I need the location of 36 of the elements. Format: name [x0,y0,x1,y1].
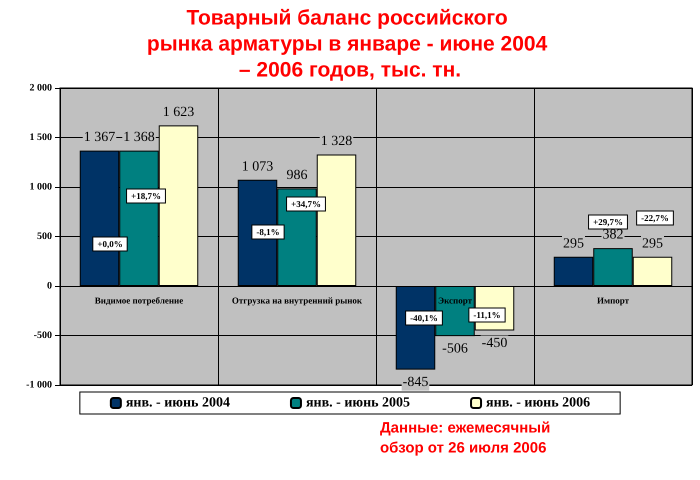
x-tick-label: Импорт [596,296,630,306]
data-label: 1 073 [242,159,274,174]
data-label: 382 [602,228,624,243]
text: Данные: ежемесячный обзор от 26 июля 2006 [380,420,554,456]
data-label: 295 [642,236,663,252]
chart-title: Товарный баланс российского рынка арматуры в январе - июне 2004 – 2006 годов, тыс. тн. [146,6,554,82]
data-label: 1 623 [162,104,194,120]
annotation: -11,1% [473,310,501,320]
y-tick-label: 500 [37,231,52,242]
y-tick-label: 1 500 [30,132,52,143]
legend-label: янв. - июнь 2005 [306,396,410,410]
annotation: -22,7% [641,213,669,223]
data-label: 986 [286,168,308,183]
legend-label: янв. - июнь 2004 [126,396,230,410]
annotation: +18,7% [131,191,161,201]
y-tick-label: 0 [47,280,52,292]
y-tick-label: -1 000 [26,380,52,390]
data-label: 1 328 [320,134,352,150]
y-tick-label: -500 [34,330,52,341]
annotation: -40,1% [410,313,438,323]
data-label: 295 [563,236,584,252]
data-label: 1 367 [84,130,116,146]
data-label: -845 [402,375,428,390]
data-label: -506 [442,342,468,357]
legend-label: янв. - июнь 2006 [486,396,590,410]
x-tick-label: Видимое потребление [94,296,184,306]
annotation: -8,1% [256,227,280,237]
data-label: 1 368 [123,130,155,146]
annotation: +34,7% [291,199,321,209]
x-tick-label: Экспорт [438,296,473,306]
y-tick-label: 1 000 [30,182,52,192]
annotation: +29,7% [593,217,623,227]
x-tick-label: Отгрузка на внутренний рынок [232,296,363,306]
y-tick-label: 2 000 [30,82,52,94]
data-label: -450 [482,336,508,352]
annotation: +0,0% [97,239,123,249]
